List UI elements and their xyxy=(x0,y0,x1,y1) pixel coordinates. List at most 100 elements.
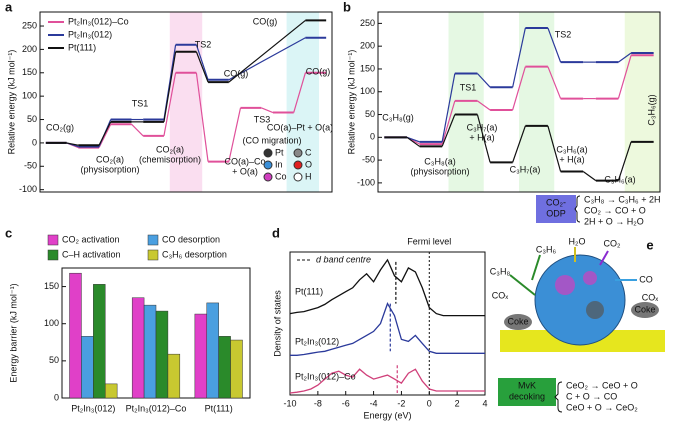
equation: CO₂ → CO + O xyxy=(584,205,646,215)
equation: CeO₂ → CeO + O xyxy=(566,380,638,390)
annotation: CO(g) xyxy=(224,68,249,78)
x-tick-label: Pt(111) xyxy=(205,403,233,413)
y-tick-label: -50 xyxy=(24,161,37,171)
bar xyxy=(167,353,181,399)
bar xyxy=(194,313,208,399)
x-tick-label: Pt₂In₃(012)–Co xyxy=(126,403,187,413)
legend-label: CO desorption xyxy=(162,234,220,244)
connector xyxy=(582,171,597,182)
legend-label: Pt₂In₃(012)–Co xyxy=(68,16,129,26)
connector xyxy=(477,100,491,111)
bar xyxy=(131,297,145,399)
highlight-band xyxy=(286,12,320,192)
diagram-label: H₂O xyxy=(569,236,586,246)
connector xyxy=(512,66,526,111)
annotation: + O(a) xyxy=(232,166,258,176)
connector xyxy=(618,52,632,63)
legend-label: Pt₂In₃(012) xyxy=(68,29,112,39)
diagram-label: CO xyxy=(639,274,653,284)
brace xyxy=(554,381,563,413)
atom-swatch xyxy=(263,172,273,182)
x-tick-label: 4 xyxy=(482,398,487,408)
connector xyxy=(441,73,456,142)
connector xyxy=(512,27,526,88)
coke-blob xyxy=(631,302,659,318)
y-tick-label: 0 xyxy=(54,392,59,402)
bar xyxy=(206,302,219,399)
diagram-label: COₓ xyxy=(642,292,659,302)
connector xyxy=(163,51,177,122)
legend-swatch xyxy=(47,249,59,261)
annotation: (chemisorption) xyxy=(139,154,201,164)
y-tick-label: 150 xyxy=(360,63,375,73)
connector xyxy=(163,72,177,137)
annotation: C₃H₇(a) xyxy=(467,122,498,132)
atom-swatch xyxy=(263,160,273,170)
mvk-label: decoking xyxy=(509,391,545,401)
connector xyxy=(228,107,242,162)
x-tick-label: 2 xyxy=(455,398,460,408)
connector xyxy=(441,100,456,145)
atom-label: Co xyxy=(275,171,287,181)
connector xyxy=(406,136,420,143)
bar xyxy=(155,310,169,399)
annotation: C₃H₆(a) xyxy=(556,144,587,154)
y-tick-label: 50 xyxy=(365,109,375,119)
connector xyxy=(195,44,209,80)
diagram-label: COₓ xyxy=(492,290,509,300)
atom-swatch xyxy=(263,148,273,158)
coke-blob xyxy=(504,314,532,330)
legend-swatch xyxy=(47,234,59,246)
connector xyxy=(228,37,306,81)
y-tick-label: -100 xyxy=(19,184,37,194)
atom-label: C xyxy=(305,147,312,157)
annotation: C₃H₈(a) xyxy=(424,156,455,166)
arrow xyxy=(599,250,609,266)
annotation: C₃H₆(a) xyxy=(604,174,635,184)
legend-label: C–H activation xyxy=(62,249,121,259)
odp-label: ODP xyxy=(546,208,566,218)
y-axis-label: Energy barrier (kJ mol⁻¹) xyxy=(8,283,18,382)
annotation: C₃H₇(a) xyxy=(510,164,541,174)
diagram-label: Coke xyxy=(507,316,528,326)
odp-box xyxy=(536,195,576,223)
connector xyxy=(98,123,112,148)
annotation: (physisorption) xyxy=(410,166,469,176)
connector xyxy=(195,72,209,162)
connector xyxy=(617,55,632,99)
mvk-box xyxy=(498,378,556,406)
particle xyxy=(534,254,626,346)
diagram-label: Coke xyxy=(634,304,655,314)
bar xyxy=(143,304,157,399)
y-tick-label: 100 xyxy=(44,318,59,328)
panel-label: b xyxy=(343,0,351,14)
annotation: CO(g) xyxy=(253,16,278,26)
highlight-band xyxy=(169,12,203,192)
bar xyxy=(104,383,118,399)
atom-label: Pt xyxy=(275,147,284,157)
equation: CeO + O → CeO₂ xyxy=(566,402,638,412)
highlight-band xyxy=(624,12,660,192)
connector xyxy=(98,121,112,146)
y-tick-label: 200 xyxy=(360,41,375,51)
y-axis-label: Relative energy (kJ mol⁻¹) xyxy=(346,50,356,155)
y-tick-label: 50 xyxy=(49,355,59,365)
annotation: CO₂(a) xyxy=(96,154,124,164)
brace xyxy=(574,195,581,223)
equation: C + O → CO xyxy=(566,391,617,401)
atom-label: O xyxy=(305,159,312,169)
legend-swatch xyxy=(147,249,159,261)
legend-label: C₃H₆ desorption xyxy=(162,249,227,259)
atom-swatch xyxy=(293,160,303,170)
diagram-label: CO₂ xyxy=(604,238,622,248)
annotation: TS3 xyxy=(254,114,271,124)
legend-label: d band centre xyxy=(316,254,371,264)
annotation: CO(a)–Pt + O(a) xyxy=(267,122,333,132)
annotation: TS1 xyxy=(460,82,477,92)
bar xyxy=(93,284,106,399)
y-axis-label: Density of states xyxy=(272,290,282,357)
x-axis-label: Energy (eV) xyxy=(363,410,411,420)
atom-label: H xyxy=(305,171,312,181)
panel-label: e xyxy=(646,237,653,252)
x-tick-label: -10 xyxy=(283,398,296,408)
